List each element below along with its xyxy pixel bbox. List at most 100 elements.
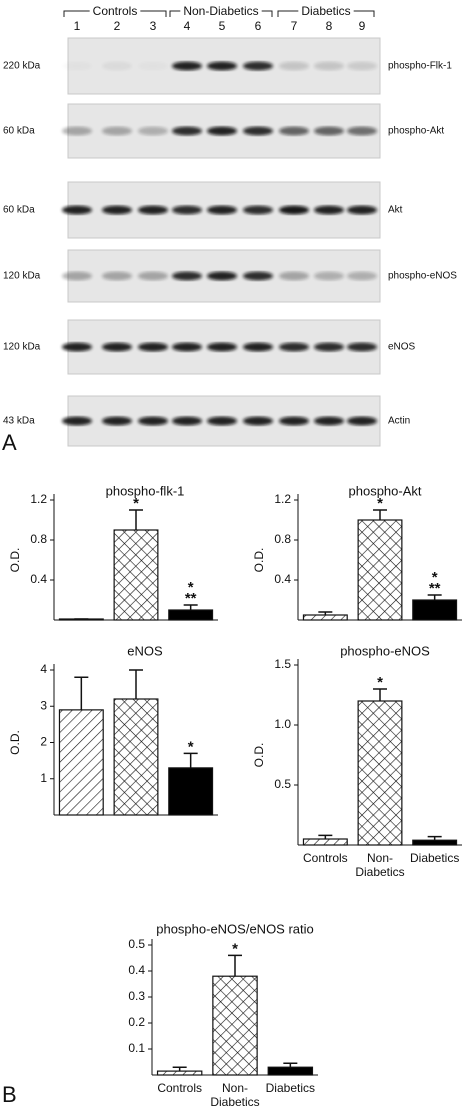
blot-band <box>279 205 309 215</box>
group-label: Diabetics <box>301 4 350 18</box>
blot-band <box>62 271 92 281</box>
group-bracket <box>277 10 375 17</box>
error-bar <box>129 509 143 530</box>
protein-label: phospho-Akt <box>388 126 444 137</box>
error-bar <box>228 954 242 977</box>
x-tick-label: Controls <box>303 851 348 865</box>
bar <box>168 767 214 816</box>
bar <box>58 709 104 816</box>
y-tick-label: 1.5 <box>274 657 291 671</box>
blot-band <box>314 205 344 215</box>
size-label: 60 kDa <box>3 126 35 137</box>
blot-band <box>172 61 202 71</box>
size-label: 43 kDa <box>3 416 35 427</box>
protein-label: Actin <box>388 416 410 427</box>
bar <box>113 698 159 816</box>
bar <box>357 700 403 846</box>
blot-band <box>62 342 92 352</box>
blot-band <box>243 342 273 352</box>
significance-mark: * <box>432 569 438 586</box>
y-axis-label: O.D. <box>8 730 22 755</box>
blot-band <box>62 416 92 426</box>
size-label: 60 kDa <box>3 205 35 216</box>
blot-band <box>279 61 309 71</box>
y-tick-label: 1 <box>40 771 47 785</box>
panel-label: B <box>2 1082 17 1107</box>
blot-band <box>102 126 132 136</box>
size-label: 120 kDa <box>3 342 41 353</box>
y-tick-label: 0.4 <box>30 572 47 586</box>
y-tick-label: 3 <box>40 698 47 712</box>
error-bar <box>318 834 333 839</box>
error-bar <box>373 509 387 520</box>
bar <box>412 599 458 621</box>
lane-number: 3 <box>150 19 157 33</box>
blot-band <box>102 416 132 426</box>
lane-number: 1 <box>74 19 81 33</box>
blot-band <box>172 205 202 215</box>
error-bar <box>129 669 143 699</box>
y-tick-label: 0.5 <box>128 937 145 951</box>
significance-mark: * <box>188 738 194 755</box>
significance-mark: * <box>133 495 139 512</box>
blot-band <box>138 205 168 215</box>
blot-band <box>279 342 309 352</box>
y-tick-label: 1.0 <box>274 717 291 731</box>
panel-label: A <box>2 430 17 455</box>
blot-band <box>243 416 273 426</box>
chart-title: phospho-eNOS/eNOS ratio <box>156 921 314 936</box>
x-tick-label: Non- <box>367 851 393 865</box>
bar <box>212 975 258 1076</box>
significance-mark: * <box>232 940 238 957</box>
blot-band <box>62 62 92 71</box>
blot-band <box>207 342 237 352</box>
blot-band <box>138 271 168 281</box>
group-bracket <box>169 10 273 17</box>
error-bar <box>373 688 387 701</box>
blot-band <box>243 205 273 215</box>
x-tick-label: Diabetics <box>410 851 459 865</box>
lane-number: 4 <box>184 19 191 33</box>
lane-number: 9 <box>359 19 366 33</box>
blot-band <box>172 271 202 281</box>
blot-band <box>347 271 377 281</box>
significance-mark: * <box>188 579 194 596</box>
blot-band <box>172 342 202 352</box>
protein-label: phospho-eNOS <box>388 271 457 282</box>
y-axis-label: O.D. <box>8 548 22 573</box>
significance-mark: * <box>377 674 383 691</box>
blot-band <box>314 342 344 352</box>
blot-band <box>207 126 237 136</box>
protein-label: Akt <box>388 205 403 216</box>
blot-band <box>102 61 132 71</box>
y-tick-label: 0.3 <box>128 989 145 1003</box>
blot-band <box>314 126 344 136</box>
significance-mark: * <box>377 495 383 512</box>
y-tick-label: 1.2 <box>30 492 47 506</box>
y-axis-label: O.D. <box>252 743 266 768</box>
blot-band <box>138 416 168 426</box>
x-tick-label: Diabetics <box>266 1081 315 1095</box>
lane-number: 5 <box>219 19 226 33</box>
error-bar <box>427 594 442 600</box>
chart-title: phospho-eNOS <box>340 643 430 658</box>
blot-band <box>347 61 377 71</box>
size-label: 120 kDa <box>3 271 41 282</box>
bar <box>302 838 348 846</box>
blot-band <box>314 271 344 281</box>
error-bar <box>427 835 442 841</box>
chart-title: eNOS <box>127 643 163 658</box>
blot-band <box>207 61 237 71</box>
y-tick-label: 2 <box>40 735 47 749</box>
chart-title: phospho-flk-1 <box>106 483 185 498</box>
y-tick-label: 1.2 <box>274 492 291 506</box>
group-label: Non-Diabetics <box>183 4 258 18</box>
blot-band <box>279 126 309 136</box>
blot-band <box>347 126 377 136</box>
group-label: Controls <box>93 4 138 18</box>
x-tick-label: Diabetics <box>355 865 404 879</box>
blot-band <box>102 271 132 281</box>
lane-number: 7 <box>291 19 298 33</box>
lane-number: 8 <box>326 19 333 33</box>
